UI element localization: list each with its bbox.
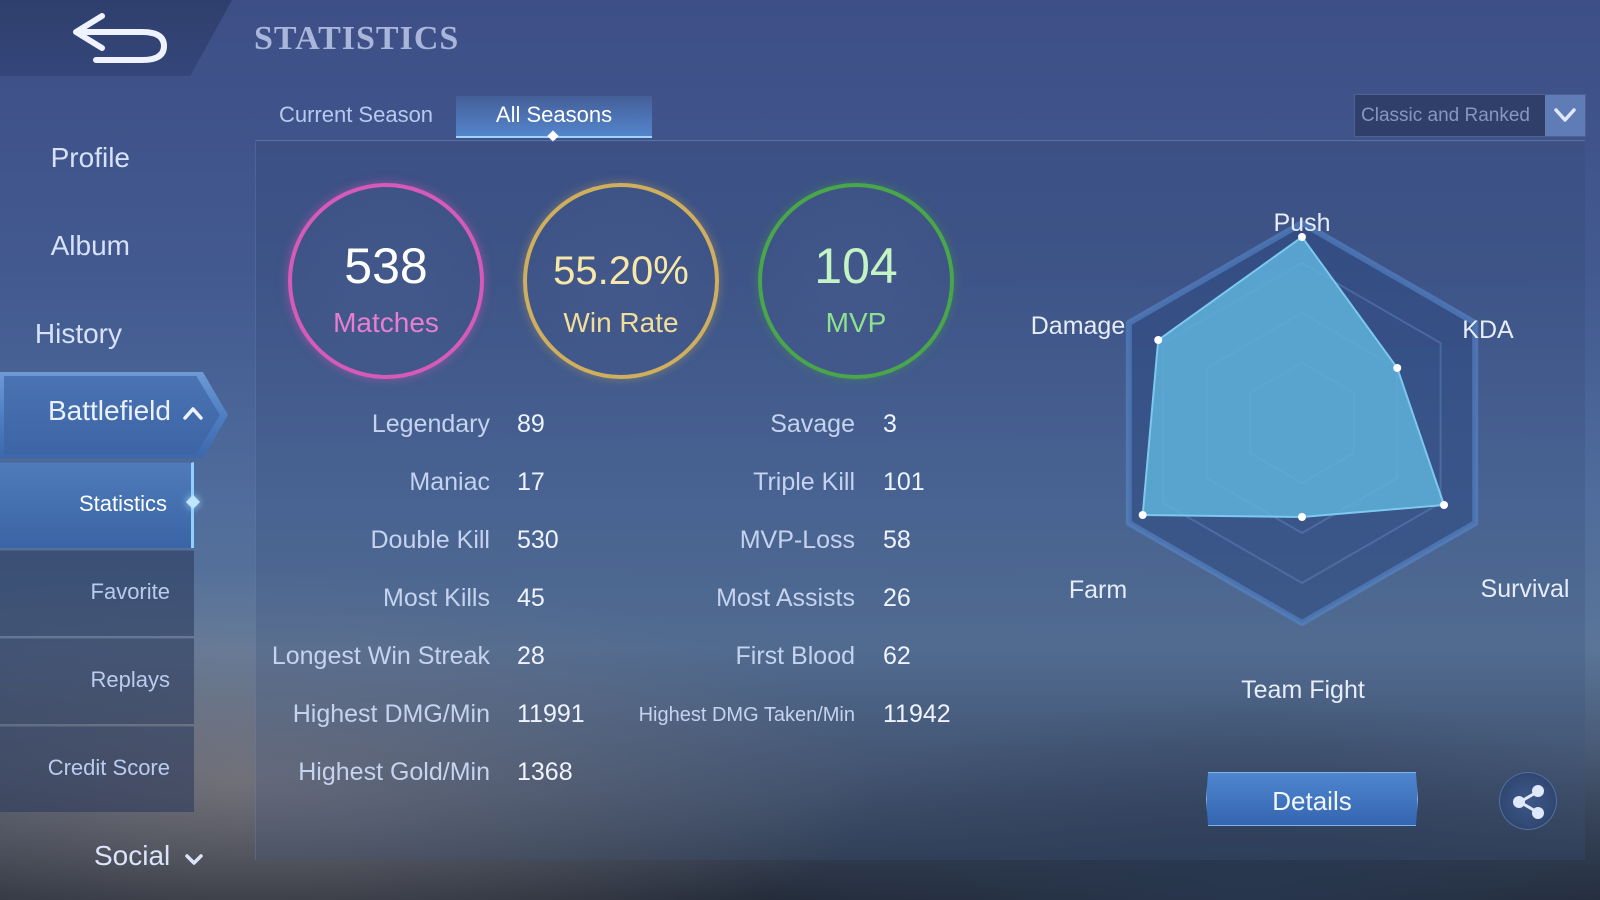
back-tab	[0, 0, 232, 76]
stat-label: Triple Kill	[753, 468, 855, 496]
tab-divider	[255, 140, 1585, 141]
stat-label: Legendary	[371, 410, 490, 438]
stat-label: Highest Gold/Min	[298, 758, 490, 786]
sidebar-subitem-statistics[interactable]: Statistics	[0, 462, 194, 548]
chevron-down-icon[interactable]	[1545, 95, 1585, 136]
stat-value: 26	[883, 584, 911, 612]
page-title: STATISTICS	[254, 20, 460, 57]
stat-value: 17	[517, 468, 545, 496]
stat-label: Highest DMG/Min	[292, 700, 490, 728]
sidebar-subitem-favorite[interactable]: Favorite	[0, 550, 194, 636]
sidebar-item-profile[interactable]: Profile	[0, 128, 260, 188]
stat-value: 28	[517, 642, 545, 670]
back-arrow-icon[interactable]	[72, 10, 170, 66]
radar-point	[1393, 364, 1402, 372]
radar-label-survival: Survival	[1481, 575, 1570, 603]
sidebar-item-label: History	[34, 318, 122, 349]
stat-label: Double Kill	[370, 526, 490, 554]
radar-label-team-fight: Team Fight	[1241, 676, 1365, 704]
matches-badge: 538 Matches	[288, 183, 484, 379]
tab-current-season[interactable]: Current Season	[278, 102, 434, 127]
matches-value: 538	[344, 238, 428, 294]
sidebar-item-label: Battlefield	[48, 395, 171, 426]
stat-label: Highest DMG Taken/Min	[638, 704, 855, 726]
stat-label: Savage	[770, 410, 855, 438]
details-button[interactable]: Details	[1206, 772, 1418, 826]
chevron-up-icon	[183, 407, 203, 420]
sidebar-subitem-replays[interactable]: Replays	[0, 638, 194, 724]
stat-value: 58	[883, 526, 911, 554]
chevron-down-icon	[185, 854, 203, 865]
battlefield-tab-inner	[4, 376, 220, 454]
stat-label: Most Assists	[716, 584, 855, 612]
radar-label-damage: Damage	[1031, 312, 1126, 340]
stat-value: 530	[517, 526, 559, 554]
mvp-label: MVP	[825, 307, 887, 338]
share-icon	[1513, 785, 1544, 819]
stat-value: 62	[883, 642, 911, 670]
sidebar-subitem-label: Statistics	[78, 491, 167, 516]
mode-select-value: Classic and Ranked	[1361, 105, 1530, 126]
sidebar-item-label: Profile	[50, 142, 130, 173]
sidebar-item-history[interactable]: History	[0, 304, 260, 364]
sidebar-subitem-label: Favorite	[90, 579, 170, 604]
performance-radar-chart: Push KDA Survival Team Fight Farm Damage	[1031, 209, 1570, 704]
stat-value: 11942	[883, 700, 951, 728]
mvp-value: 104	[814, 238, 898, 294]
sidebar-subitem-label: Credit Score	[47, 755, 170, 780]
win-rate-value: 55.20%	[553, 249, 689, 293]
stat-value: 101	[883, 468, 925, 496]
win-rate-label: Win Rate	[563, 307, 679, 338]
win-rate-badge: 55.20% Win Rate	[523, 183, 719, 379]
radar-point	[1138, 511, 1147, 519]
share-button[interactable]	[1499, 772, 1557, 830]
stat-label: First Blood	[735, 642, 855, 670]
sidebar-item-label: Album	[50, 230, 130, 261]
stat-value: 89	[517, 410, 545, 438]
stat-label: Longest Win Streak	[271, 642, 490, 670]
stat-label: Most Kills	[383, 584, 490, 612]
sidebar-subitem-label: Replays	[90, 667, 170, 692]
radar-point	[1298, 513, 1306, 521]
sidebar-subitem-credit-score[interactable]: Credit Score	[0, 726, 194, 812]
stat-value: 11991	[517, 700, 585, 728]
sidebar-item-social[interactable]: Social	[94, 840, 171, 871]
radar-label-farm: Farm	[1069, 576, 1127, 604]
stat-label: MVP-Loss	[739, 526, 855, 554]
stat-label: Maniac	[409, 468, 490, 496]
stat-value: 1368	[517, 758, 573, 786]
radar-label-kda: KDA	[1462, 316, 1514, 344]
radar-label-push: Push	[1274, 209, 1331, 237]
matches-label: Matches	[333, 307, 439, 338]
stat-value: 3	[883, 410, 897, 438]
radar-point	[1440, 501, 1449, 509]
stat-value: 45	[517, 584, 545, 612]
radar-point	[1298, 233, 1306, 241]
mvp-badge: 104 MVP	[758, 183, 954, 379]
radar-point	[1154, 336, 1163, 344]
mode-select[interactable]: Classic and Ranked	[1354, 94, 1586, 137]
sidebar-item-album[interactable]: Album	[0, 216, 260, 276]
